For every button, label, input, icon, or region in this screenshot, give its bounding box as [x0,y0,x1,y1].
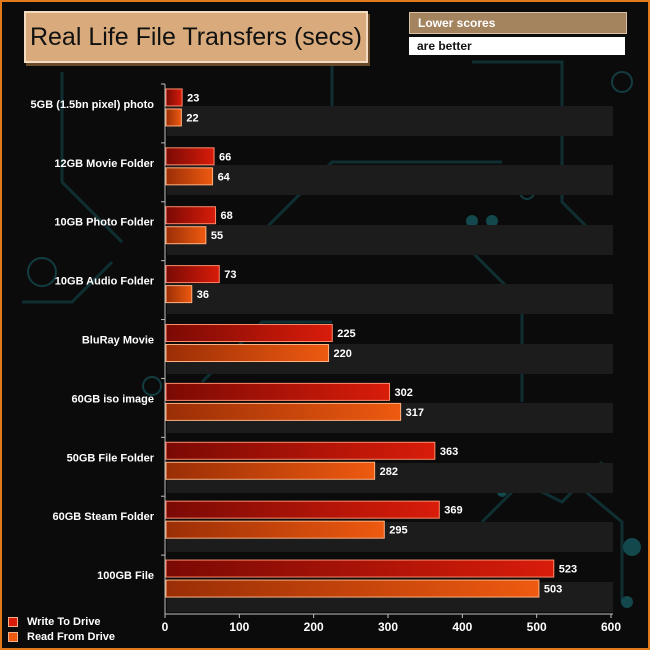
legend-item-write: Write To Drive [8,614,115,629]
bar-write [165,441,436,460]
bar-read [165,520,385,539]
bar-write [165,382,390,401]
value-label: 23 [187,92,199,104]
value-label: 295 [389,525,407,537]
category-label: 10GB Audio Folder [55,276,155,288]
category-label: 100GB File [97,570,154,582]
category-label: 50GB File Folder [67,452,155,464]
value-label: 302 [394,387,412,399]
x-tick-label: 300 [378,620,398,634]
value-label: 282 [380,466,398,478]
bar-read [165,226,207,245]
category-label: 5GB (1.5bn pixel) photo [31,99,155,111]
value-label: 68 [221,210,233,222]
value-label: 369 [444,505,462,517]
bar-read [165,344,330,362]
value-label: 73 [224,269,236,281]
value-label: 317 [406,407,424,419]
bar-read [165,108,182,127]
x-tick-label: 0 [162,620,169,634]
bar-read [165,461,376,480]
bar-write [165,500,440,519]
value-label: 22 [186,112,198,124]
legend-label-write: Write To Drive [27,615,101,628]
category-label: 60GB iso image [71,393,154,405]
bar-write [165,324,333,342]
category-label: 60GB Steam Folder [53,511,155,523]
bar-read [165,167,214,186]
legend-swatch-read [8,631,18,642]
bar-write [165,559,555,578]
note-lower-scores: Lower scores [409,12,627,34]
chart-title: Real Life File Transfers (secs) [29,22,363,51]
note-are-better: are better [409,37,625,55]
legend-item-read: Read From Drive [8,629,115,644]
category-label: 12GB Movie Folder [54,158,154,170]
value-label: 225 [337,328,355,340]
category-label: BluRay Movie [82,335,154,347]
legend-swatch-write [8,616,18,627]
value-label: 503 [544,584,562,596]
x-tick-label: 400 [452,620,472,634]
value-label: 64 [218,171,231,183]
value-label: 55 [211,230,223,242]
value-label: 523 [559,564,577,576]
bar-read [165,285,193,304]
value-label: 36 [197,289,209,301]
x-tick-label: 200 [304,620,324,634]
bar-write [165,206,217,225]
legend: Write To Drive Read From Drive [8,614,115,644]
x-tick-label: 100 [229,620,249,634]
bar-read [165,402,402,421]
bar-write [165,147,215,166]
value-label: 363 [440,446,458,458]
bar-read [165,579,540,598]
bar-write [165,88,183,107]
value-label: 220 [334,348,352,360]
category-label: 10GB Photo Folder [54,217,154,229]
value-label: 66 [219,151,231,163]
chart-title-box: Real Life File Transfers (secs) [24,11,368,63]
x-tick-label: 500 [527,620,547,634]
bar-write [165,265,220,284]
legend-label-read: Read From Drive [27,630,116,643]
x-tick-label: 600 [601,620,621,634]
